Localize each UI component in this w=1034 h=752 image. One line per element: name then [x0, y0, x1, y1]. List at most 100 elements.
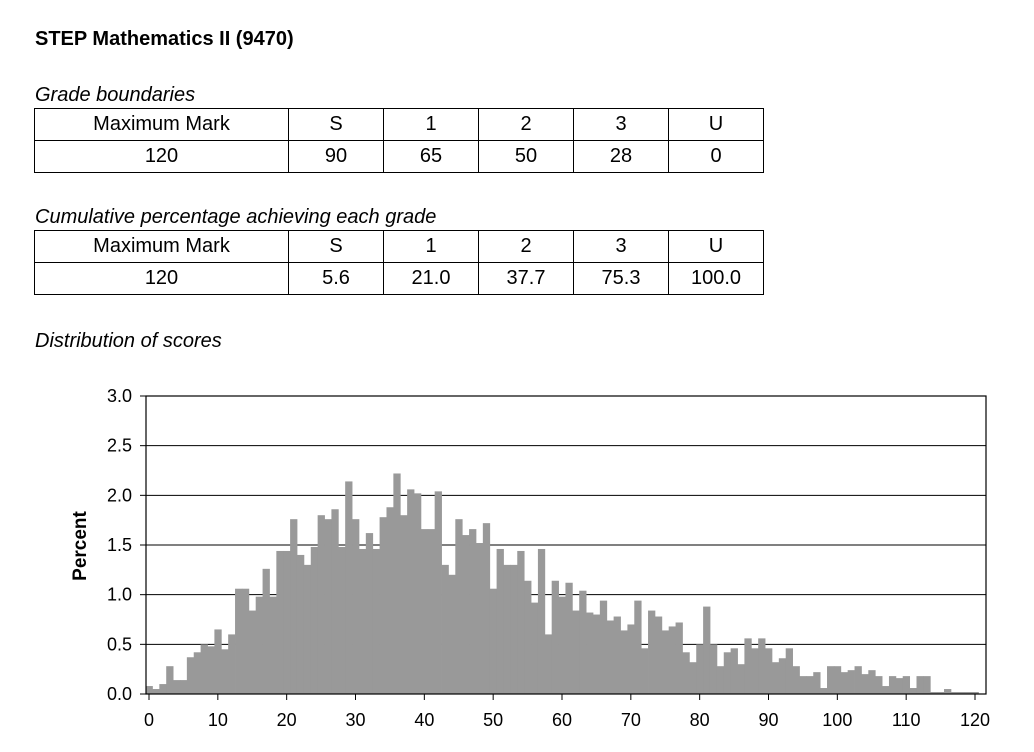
bar-score-77 [675, 622, 683, 694]
bar-score-6 [186, 657, 195, 694]
bar-score-74 [654, 616, 663, 694]
bar-score-112 [916, 676, 924, 694]
bar-score-92 [778, 658, 787, 694]
bar-score-1 [152, 689, 160, 694]
score-distribution-chart: 0.0 0.5 1.0 1.5 2.0 2.5 3.0 0 10 20 30 40 50 60 70 80 9… [70, 386, 990, 730]
bar-score-42 [434, 491, 442, 694]
x-tick-label: 90 [758, 710, 778, 730]
bar-score-65 [592, 614, 601, 694]
table-cell: 28 [573, 140, 669, 173]
bar-score-84 [723, 652, 732, 694]
bar-score-48 [475, 543, 484, 694]
bar-score-24 [310, 546, 319, 694]
bar-score-12 [228, 634, 236, 694]
bar-score-82 [709, 644, 718, 694]
bar-score-47 [469, 529, 477, 694]
bar-score-3 [166, 666, 174, 694]
bar-score-61 [565, 582, 573, 694]
y-tick-label: 0.0 [107, 684, 132, 704]
bar-score-114 [930, 692, 938, 694]
y-axis-label: Percent [70, 510, 91, 580]
table-cell: 50 [478, 140, 574, 173]
distribution-label: Distribution of scores [35, 330, 222, 352]
y-tick-label: 3.0 [107, 386, 132, 406]
bar-score-57 [537, 548, 546, 694]
header-cell: Maximum Mark [34, 108, 289, 141]
bar-score-107 [882, 686, 890, 694]
table-cell: 90 [288, 140, 384, 173]
bar-score-89 [758, 638, 766, 694]
bar-score-11 [221, 649, 229, 694]
bar-score-110 [902, 676, 911, 694]
bar-score-91 [771, 662, 780, 694]
bar-score-100 [833, 666, 842, 694]
cumulative-percentage-label: Cumulative percentage achieving each gra… [35, 206, 437, 228]
table-cell: 21.0 [383, 262, 479, 295]
y-tick-label: 1.0 [107, 585, 132, 605]
bar-score-50 [489, 588, 498, 694]
bar-score-25 [317, 515, 325, 694]
bar-score-116 [944, 689, 952, 694]
bar-score-113 [923, 676, 931, 694]
bar-score-5 [179, 680, 188, 694]
bar-score-79 [689, 662, 697, 694]
bar-score-95 [799, 676, 807, 694]
bar-score-105 [868, 670, 876, 694]
table-row: 120 5.6 21.0 37.7 75.3 100.0 [34, 262, 764, 295]
bar-score-36 [393, 473, 401, 694]
y-tick-label: 2.0 [107, 485, 132, 505]
bar-score-13 [235, 588, 243, 694]
bar-score-33 [372, 548, 380, 694]
bar-score-109 [895, 678, 904, 694]
y-axis: 0.0 0.5 1.0 1.5 2.0 2.5 3.0 [107, 386, 146, 704]
bar-score-70 [627, 624, 635, 694]
bar-score-96 [806, 676, 814, 694]
bar-score-83 [716, 666, 725, 694]
grade-boundaries-label: Grade boundaries [35, 84, 196, 106]
bar-score-21 [290, 519, 298, 694]
bar-score-86 [737, 664, 745, 694]
x-tick-label: 30 [345, 710, 365, 730]
x-axis: 0 10 20 30 40 50 60 70 80 90 100 110 120 [144, 694, 990, 730]
header-cell: S [288, 108, 384, 141]
bar-score-54 [517, 550, 525, 694]
bar-score-2 [159, 684, 167, 694]
header-cell: 2 [478, 108, 574, 141]
bar-score-4 [173, 680, 181, 694]
bar-score-80 [696, 644, 704, 694]
bar-score-102 [847, 670, 855, 694]
bar-score-66 [599, 600, 608, 694]
table-row: 120 90 65 50 28 0 [34, 140, 764, 173]
bar-score-45 [455, 519, 463, 694]
bar-score-38 [407, 489, 415, 694]
bars [145, 473, 979, 694]
bar-score-17 [262, 568, 270, 694]
x-tick-label: 10 [208, 710, 228, 730]
bar-score-56 [531, 602, 539, 694]
table-cell: 65 [383, 140, 479, 173]
bar-score-111 [909, 688, 917, 694]
header-cell: 3 [573, 230, 669, 263]
y-tick-label: 1.5 [107, 535, 132, 555]
cumulative-percentage-table: Maximum Mark S 1 2 3 U 120 5.6 21.0 37.7… [34, 230, 764, 295]
bar-score-60 [558, 596, 566, 694]
bar-score-98 [820, 688, 828, 694]
table-cell: 100.0 [668, 262, 764, 295]
bar-score-49 [482, 523, 491, 694]
bar-score-63 [579, 590, 587, 694]
header-cell: U [668, 108, 764, 141]
bar-score-22 [296, 554, 305, 694]
bar-score-115 [937, 692, 945, 694]
y-tick-label: 0.5 [107, 634, 132, 654]
bar-score-75 [661, 630, 670, 694]
bar-score-29 [345, 481, 353, 694]
table-header-row: Maximum Mark S 1 2 3 U [34, 108, 764, 141]
x-tick-label: 0 [144, 710, 154, 730]
bar-score-23 [303, 564, 312, 694]
bar-score-73 [648, 610, 656, 694]
bar-score-104 [861, 674, 869, 694]
bar-score-99 [827, 666, 835, 694]
bar-score-51 [496, 548, 504, 694]
x-tick-label: 100 [822, 710, 852, 730]
bar-score-118 [957, 692, 966, 694]
